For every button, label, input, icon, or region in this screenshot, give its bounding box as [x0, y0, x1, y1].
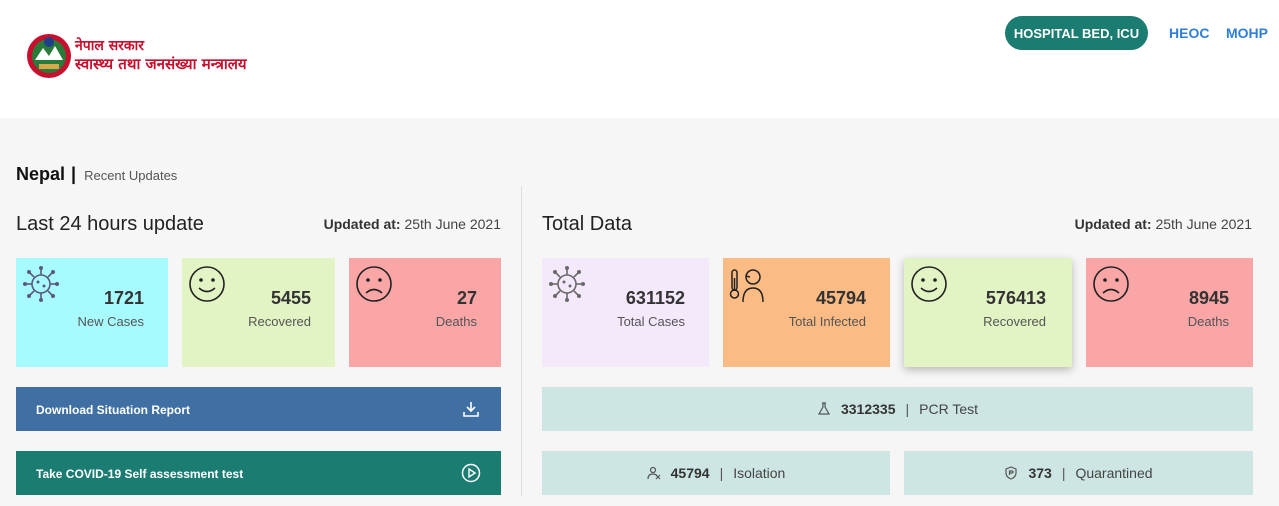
last24-new-cases-value: 1721: [103, 288, 144, 308]
page-title: Nepal | Recent Updates: [16, 164, 177, 185]
total-deaths-label: Deaths: [1187, 314, 1229, 329]
isolation-label: Isolation: [733, 465, 786, 481]
last24-title: Last 24 hours update: [16, 213, 204, 235]
logo-ministry-text: स्वास्थ्य तथा जनसंख्या मन्त्रालय: [75, 55, 247, 73]
last24-deaths-value: 27: [456, 288, 477, 308]
nav-mohp-link[interactable]: MOHP: [1226, 25, 1268, 41]
country-name: Nepal: [16, 164, 66, 184]
quarantined-bar: 373 | Quarantined: [904, 451, 1253, 495]
sad-icon: [1093, 266, 1129, 302]
last24-updated-value: 25th June 2021: [404, 216, 501, 232]
pcr-test-label: PCR Test: [919, 401, 979, 417]
last24-new-cases-label: New Cases: [77, 314, 144, 329]
quarantined-separator: |: [1061, 465, 1066, 481]
title-separator: |: [71, 164, 77, 184]
total-recovered-label: Recovered: [983, 314, 1046, 329]
total-cases-card: 631152 Total Cases: [542, 258, 709, 367]
smile-icon: [189, 266, 225, 302]
smile-icon: [911, 266, 947, 302]
total-infected-value: 45794: [815, 288, 866, 308]
header: नेपाल सरकार स्वास्थ्य तथा जनसंख्या मन्त्…: [0, 0, 1279, 118]
quarantined-value: 373: [1028, 465, 1052, 481]
download-icon: [463, 402, 479, 417]
total-updated-value: 25th June 2021: [1155, 216, 1252, 232]
download-report-label: Download Situation Report: [36, 403, 190, 417]
total-title: Total Data: [542, 213, 633, 235]
sad-icon: [356, 266, 392, 302]
isolation-value: 45794: [670, 465, 710, 481]
last24-updated-label: Updated at:: [323, 216, 401, 232]
self-assessment-button[interactable]: Take COVID-19 Self assessment test: [16, 451, 501, 495]
total-recovered-card: 576413 Recovered: [904, 258, 1072, 367]
nav-heoc-link[interactable]: HEOC: [1169, 25, 1210, 41]
total-recovered-value: 576413: [985, 288, 1046, 308]
pcr-test-separator: |: [905, 401, 910, 417]
self-assessment-label: Take COVID-19 Self assessment test: [36, 467, 244, 481]
virus-icon: [23, 266, 59, 302]
page-subtitle: Recent Updates: [84, 168, 178, 183]
quarantined-label: Quarantined: [1075, 465, 1153, 481]
download-report-button[interactable]: Download Situation Report: [16, 387, 501, 431]
dashboard-main: Nepal | Recent Updates Last 24 hours upd…: [0, 118, 1279, 506]
total-updated-label: Updated at:: [1074, 216, 1152, 232]
total-infected-label: Total Infected: [788, 314, 866, 329]
column-divider: [521, 186, 522, 496]
total-infected-card: 45794 Total Infected: [723, 258, 890, 367]
total-cases-value: 631152: [625, 288, 685, 308]
pcr-test-value: 3312335: [840, 401, 896, 417]
last24-recovered-label: Recovered: [248, 314, 311, 329]
flask-icon: [817, 402, 831, 415]
last24-deaths-card: 27 Deaths: [349, 258, 501, 367]
virus-icon: [549, 266, 585, 302]
isolation-person-icon: [647, 466, 661, 480]
last24-updated: Updated at: 25th June 2021: [324, 216, 501, 232]
isolation-bar: 45794 | Isolation: [542, 451, 890, 495]
isolation-separator: |: [719, 465, 724, 481]
shield-icon: [1005, 466, 1018, 480]
nepal-emblem-icon: [27, 34, 71, 78]
ministry-logo[interactable]: नेपाल सरकार स्वास्थ्य तथा जनसंख्या मन्त्…: [25, 30, 275, 82]
total-cases-label: Total Cases: [617, 314, 685, 329]
play-circle-icon: [461, 463, 481, 483]
nav-hospital-bed-button[interactable]: HOSPITAL BED, ICU: [1005, 16, 1148, 50]
total-deaths-card: 8945 Deaths: [1086, 258, 1253, 367]
total-deaths-value: 8945: [1188, 288, 1229, 308]
last24-new-cases-card: 1721 New Cases: [16, 258, 168, 367]
last24-recovered-card: 5455 Recovered: [182, 258, 335, 367]
last24-deaths-label: Deaths: [435, 314, 477, 329]
logo-government-text: नेपाल सरकार: [75, 38, 145, 54]
total-updated: Updated at: 25th June 2021: [1075, 216, 1252, 232]
fever-icon: [729, 269, 764, 303]
last24-recovered-value: 5455: [270, 288, 311, 308]
pcr-test-bar: 3312335 | PCR Test: [542, 387, 1253, 431]
